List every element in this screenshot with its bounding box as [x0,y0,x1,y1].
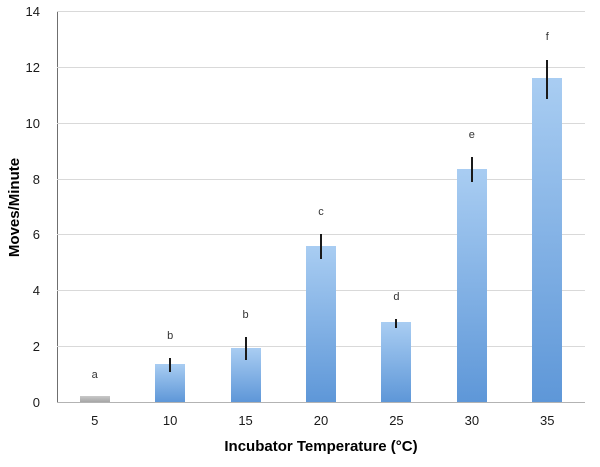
bar [381,322,412,402]
y-tick-label: 0 [32,395,40,410]
error-bar [320,234,322,260]
y-tick-label: 8 [32,171,40,187]
x-tick-label: 10 [162,413,178,428]
y-tick-label: 10 [25,115,40,131]
x-axis-line [57,402,585,403]
y-tick-label: 12 [25,59,40,75]
bar [532,78,563,402]
gridline [57,66,585,68]
gridline [57,178,585,180]
bar-letter-label: e [468,129,475,142]
error-bar [169,358,172,373]
y-axis-line [57,12,58,403]
y-tick-label: 4 [32,283,40,299]
bar [79,396,110,402]
gridline [57,11,585,12]
error-bar [546,59,549,99]
bar-letter-label: d [393,291,400,304]
error-bar [395,319,398,328]
x-tick-label: 25 [389,413,404,428]
y-tick-label: 2 [32,339,40,355]
bar [456,168,487,402]
y-axis-tick-labels: 0 2 4 6 8 10 12 14 [0,4,50,410]
x-tick-label: 15 [238,413,253,428]
x-tick-label: 30 [464,413,480,428]
y-tick-label: 6 [32,227,40,243]
x-axis-tick-labels: 5 10 15 20 25 30 35 [57,412,585,432]
bar-letter-label: b [167,330,174,343]
x-tick-label: 35 [540,413,555,428]
plot-area: a b b c d e f [57,11,585,403]
y-tick-label: 14 [25,4,40,19]
x-tick-label: 5 [91,413,99,428]
gridline [57,122,585,124]
bar-letter-label: c [318,206,324,219]
bar [306,245,336,402]
x-axis-title: Incubator Temperature (°C) [224,438,418,455]
bar-letter-label: b [242,309,249,322]
error-bar [470,157,473,183]
bar-letter-label: f [545,31,549,44]
x-tick-label: 20 [313,413,329,428]
error-bar [244,337,247,360]
bar-letter-label: a [91,369,98,382]
